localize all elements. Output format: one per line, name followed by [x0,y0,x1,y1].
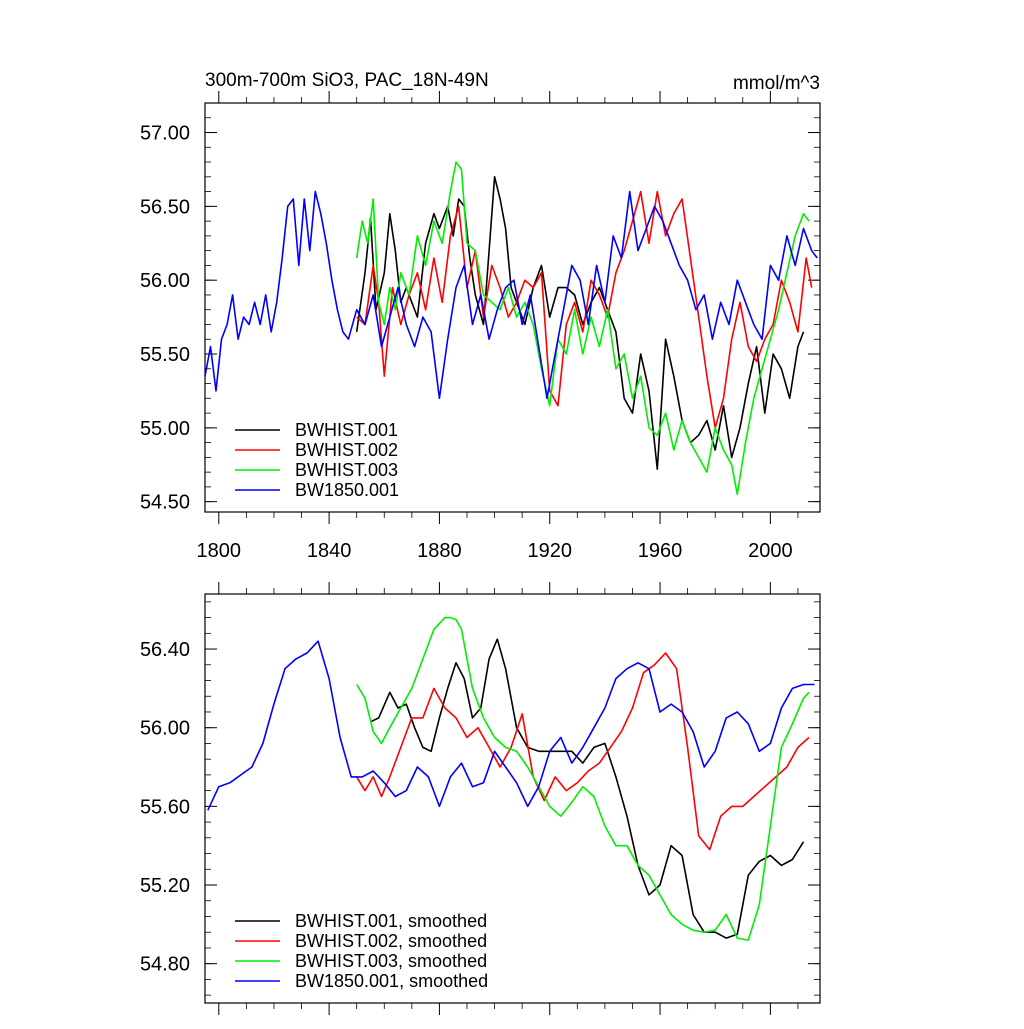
y-tick-label: 54.50 [140,492,190,514]
y-tick-label: 55.20 [140,875,190,897]
y-tick-label: 56.40 [140,639,190,661]
legend-label: BW1850.001 [295,480,399,500]
legend-label: BWHIST.002 [295,440,398,460]
x-tick-label: 2000 [748,540,793,562]
x-tick-label: 1840 [307,540,352,562]
chart-panel-bottom: 54.80 55.20 55.60 56.00 56.40 BWHIST.001, smo… [140,582,821,1015]
legend-label: BW1850.001, smoothed [295,971,488,991]
x-tick-label: 1920 [527,540,572,562]
series-line-bwhist-002 [356,190,813,429]
legend-label: BWHIST.002, smoothed [295,931,487,951]
series-line-bwhist-001-smoothed [370,638,805,939]
legend-label: BWHIST.001, smoothed [295,911,487,931]
series-line-bwhist-003 [355,161,810,496]
plot-frame [204,593,821,1004]
legend-label: BWHIST.003, smoothed [295,951,487,971]
series-line-bwhist-003-smoothed [356,616,810,941]
x-tick-label: 1960 [638,540,683,562]
y-tick-label: 56.00 [140,270,190,292]
chart-units: mmol/m^3 [733,73,820,94]
x-tick-label: 1800 [197,540,242,562]
series-line-bwhist-002-smoothed [356,652,810,851]
series-line-bw1850-001 [204,190,818,400]
y-tick-label: 55.00 [140,418,190,440]
y-tick-label: 57.00 [140,123,190,145]
series-line-bw1850-001-smoothed [207,640,815,811]
legend-label: BWHIST.001 [295,420,398,440]
y-tick-label: 54.80 [140,954,190,976]
series-line-bwhist-001 [355,176,805,471]
chart-panel-top: 54.50 55.00 55.50 56.00 56.50 57.00 1800 1840 18… [140,70,821,562]
plot-frame [204,102,821,513]
y-tick-label: 55.50 [140,344,190,366]
x-tick-label: 1880 [417,540,462,562]
y-tick-label: 56.00 [140,718,190,740]
chart-title: 300m-700m SiO3, PAC_18N-49N [205,70,489,91]
legend-label: BWHIST.003 [295,460,398,480]
y-tick-label: 55.60 [140,796,190,818]
y-tick-label: 56.50 [140,196,190,218]
